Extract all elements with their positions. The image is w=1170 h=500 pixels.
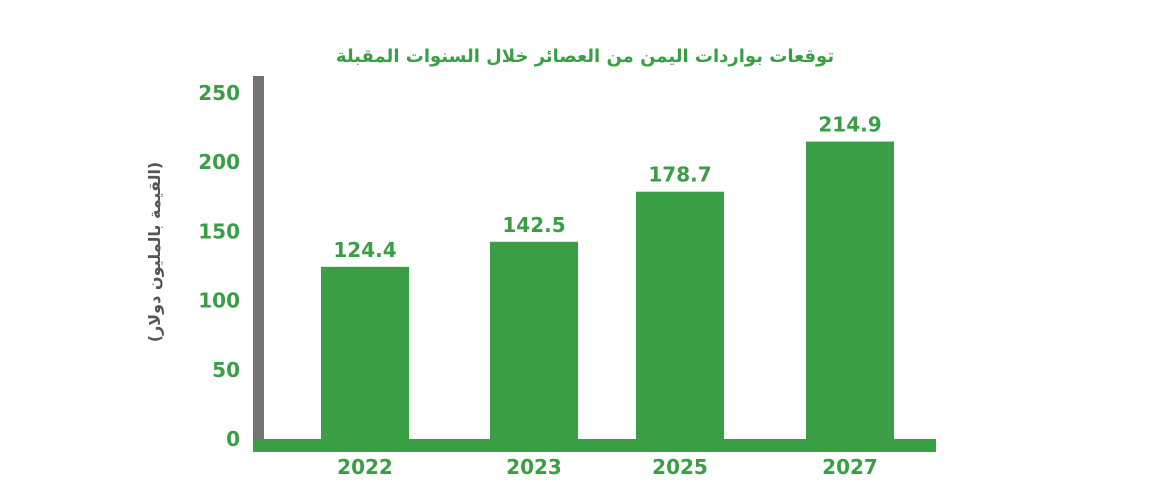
data-label: 214.9 [818, 113, 881, 137]
data-label: 142.5 [502, 213, 565, 237]
y-axis-label: (القيمة بالمليون دولار) [145, 162, 164, 343]
data-labels-group: 124.4 142.5 178.7 214.9 [333, 113, 881, 262]
y-tick-label: 250 [198, 81, 240, 105]
y-tick-label: 50 [212, 358, 240, 382]
y-axis-line [253, 76, 264, 452]
data-label: 178.7 [648, 163, 711, 187]
y-axis-ticks: 0 50 100 150 200 250 [198, 81, 240, 451]
x-tick-label: 2027 [822, 455, 878, 479]
bar [636, 191, 724, 440]
y-tick-label: 0 [226, 427, 240, 451]
bar [806, 141, 894, 440]
data-label: 124.4 [333, 238, 396, 262]
x-axis-line [253, 439, 936, 452]
x-tick-label: 2022 [337, 455, 393, 479]
x-tick-label: 2023 [506, 455, 562, 479]
y-tick-label: 100 [198, 289, 240, 313]
x-tick-label: 2025 [652, 455, 708, 479]
bar [321, 266, 409, 440]
bar [490, 241, 578, 440]
chart-title: توقعات بواردات اليمن من العصائر خلال الس… [336, 46, 834, 67]
bars-group [321, 141, 894, 440]
y-tick-label: 150 [198, 219, 240, 243]
y-tick-label: 200 [198, 150, 240, 174]
x-axis-ticks: 2022 2023 2025 2027 [337, 455, 878, 479]
